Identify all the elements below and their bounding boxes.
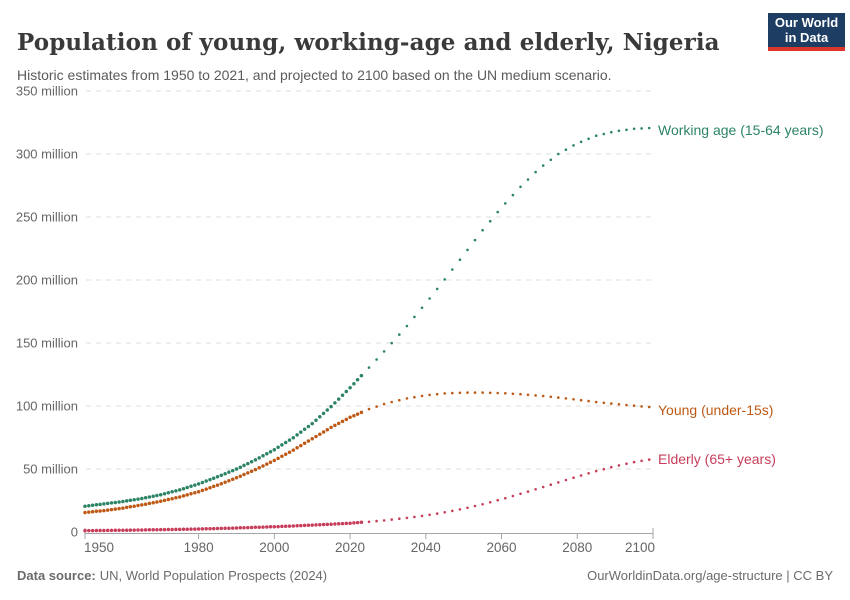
data-source: Data source: UN, World Population Prospec… [17, 568, 327, 583]
series-young-under-15s- [83, 391, 651, 515]
series-label-elderly[interactable]: Elderly (65+ years) [658, 451, 776, 467]
x-axis-tick-label: 2000 [259, 540, 289, 555]
series-working-age-15-64-years- [83, 126, 651, 508]
x-axis-tick-label: 2080 [562, 540, 592, 555]
y-axis-tick-label: 300 million [16, 147, 78, 162]
x-axis-tick-label: 1980 [184, 540, 214, 555]
credit-link[interactable]: OurWorldinData.org/age-structure | CC BY [587, 568, 833, 583]
chart-subtitle: Historic estimates from 1950 to 2021, an… [17, 67, 612, 83]
series-label-young[interactable]: Young (under-15s) [658, 402, 774, 418]
x-axis-tick-label: 1950 [84, 540, 114, 555]
y-axis-tick-label: 50 million [23, 462, 78, 477]
data-source-label: Data source: [17, 568, 96, 583]
series-label-working-age[interactable]: Working age (15-64 years) [658, 122, 824, 138]
owid-logo[interactable]: Our World in Data [768, 13, 845, 51]
page-title: Population of young, working-age and eld… [17, 29, 720, 57]
data-source-value: UN, World Population Prospects (2024) [99, 568, 328, 583]
chart-footer: Data source: UN, World Population Prospec… [17, 568, 833, 583]
y-axis-tick-label: 200 million [16, 273, 78, 288]
y-axis-tick-label: 350 million [16, 84, 78, 99]
y-axis-tick-label: 100 million [16, 399, 78, 414]
x-axis-tick-label: 2100 [625, 540, 655, 555]
owid-logo-line2: in Data [784, 30, 829, 45]
owid-logo-line1: Our World [774, 15, 839, 30]
x-axis-tick-label: 2040 [411, 540, 441, 555]
y-axis-tick-label: 0 [71, 525, 78, 540]
x-axis-tick-label: 2060 [487, 540, 517, 555]
x-axis-tick-label: 2020 [335, 540, 365, 555]
y-axis-tick-label: 150 million [16, 336, 78, 351]
y-axis-tick-label: 250 million [16, 210, 78, 225]
series-elderly-65-years- [83, 458, 651, 533]
